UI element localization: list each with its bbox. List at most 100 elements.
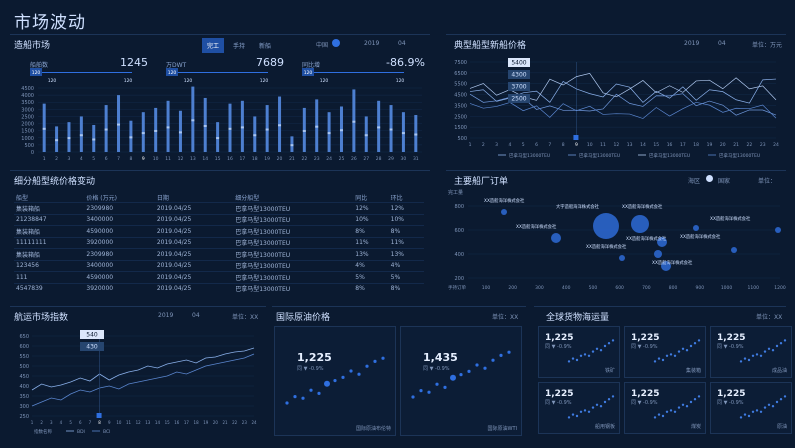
y-tick-label: 2500 <box>454 114 467 120</box>
cursor-handle <box>573 135 579 140</box>
cargo-card[interactable]: 1,225 同 ▼ -0.9% 集装箱 <box>624 326 706 378</box>
oil-card-wti[interactable]: 1,435 同 ▼ -0.9% 国际原油WTI <box>400 326 522 436</box>
x-tick-label: 8 <box>129 156 132 162</box>
cargo-card[interactable]: 1,225 同 ▼ -0.9% 原油 <box>710 382 792 434</box>
table-row[interactable]: 4547839 3920000 2019.04/25 巴拿马型13000TEU 8% 8% <box>14 282 424 294</box>
bubble-label: XX造船海洋株式会社 <box>652 259 693 266</box>
bar-marker <box>216 137 220 140</box>
bar-marker <box>129 136 133 139</box>
data-point <box>755 409 759 412</box>
marker-label: 120 <box>124 78 133 84</box>
data-point <box>575 358 579 362</box>
x-tick-label: 4 <box>60 420 63 425</box>
cargo-card-value: 1,225 <box>717 389 746 399</box>
data-point <box>587 354 591 357</box>
y-tick-label: 3500 <box>21 100 34 106</box>
data-point <box>689 344 693 348</box>
newbuild-year-select[interactable]: 2019 <box>684 40 700 47</box>
marker-label: 120 <box>320 78 329 84</box>
table-row[interactable]: 11111111 3920000 2019.04/25 巴拿马型13000TEU 11%… <box>14 236 424 249</box>
x-tick-label: 1200 <box>774 285 786 291</box>
oil-card-brent[interactable]: 1,225 同 ▼ -0.9% 国际原油布伦特 <box>274 326 396 436</box>
month-select[interactable]: 04 <box>398 40 406 47</box>
bar-marker <box>104 128 108 131</box>
newbuild-unit: 单位：万元 <box>752 42 783 49</box>
series-line <box>469 78 777 104</box>
x-tick-label: 20 <box>213 420 219 425</box>
table-row[interactable]: 21238847 3400000 2019.04/25 巴拿马型13000TEU 10%… <box>14 213 424 226</box>
marker-line <box>32 72 132 73</box>
tab-holding[interactable]: 手持 <box>233 43 246 50</box>
cargo-card[interactable]: 1,225 同 ▼ -0.9% 船用钢板 <box>538 382 620 434</box>
index-year-select[interactable]: 2019 <box>158 312 174 319</box>
orders-chart: 完工量 800 600 400 200 手持订单 100 200 300 400 500 600 700… <box>448 189 786 291</box>
table-row[interactable]: 集装箱船 2309980 2019.04/25 巴拿马型13000TEU 13% 13% <box>14 248 424 260</box>
tooltip-box <box>508 94 530 103</box>
bar-marker <box>203 124 207 127</box>
newbuild-month-select[interactable]: 04 <box>718 40 726 47</box>
table-row[interactable]: 123456 3400000 2019.04/25 巴拿马型13000TEU 4% 4% <box>14 259 424 272</box>
data-point <box>779 342 783 345</box>
orders-toggle-icon[interactable] <box>706 175 713 182</box>
table-cell: 2309980 <box>84 248 155 260</box>
table-row[interactable]: 集装箱船 2309980 2019.04/25 巴拿马型13000TEU 12% 12% <box>14 202 424 214</box>
x-tick-label: 6 <box>105 156 108 162</box>
data-point <box>607 342 611 345</box>
orders-filter[interactable]: 海区 <box>688 178 701 185</box>
bar-marker <box>414 133 418 136</box>
data-point <box>427 390 431 394</box>
data-point <box>755 353 759 356</box>
newbuild-panel <box>446 34 786 165</box>
table-row[interactable]: 111 4590000 2019.04/25 巴拿马型13000TEU 5% 5% <box>14 271 424 283</box>
table-cell: 2019.04/25 <box>154 202 234 214</box>
data-point <box>657 413 661 416</box>
table-cell: 8% <box>388 225 424 237</box>
marker-line <box>168 72 268 73</box>
data-point <box>685 405 689 408</box>
x-tick-label: 200 <box>508 285 517 291</box>
cargo-sparkline <box>653 339 701 363</box>
table-cell: 10% <box>388 213 424 226</box>
data-point <box>591 350 595 353</box>
y-tick-label: 450 <box>19 374 29 380</box>
data-point <box>677 406 681 409</box>
bubble <box>551 233 561 243</box>
cargo-card-name: 铁矿 <box>604 368 615 374</box>
column-header[interactable]: 同比 <box>355 194 368 202</box>
orders-toggle[interactable]: 国家 <box>718 178 731 185</box>
x-tick-label: 10 <box>587 142 593 148</box>
column-header[interactable]: 细分船型 <box>235 194 260 202</box>
tab-completed[interactable]: 完工 <box>202 38 225 53</box>
data-point <box>657 357 661 360</box>
data-point <box>783 395 787 398</box>
x-tick-label: 9 <box>575 142 578 148</box>
x-tick-label: 7 <box>117 156 120 162</box>
year-select[interactable]: 2019 <box>364 40 380 47</box>
cargo-sparkline <box>739 395 787 419</box>
data-point <box>743 357 747 360</box>
cargo-card[interactable]: 1,225 同 ▼ -0.9% 煤炭 <box>624 382 706 434</box>
region-filter[interactable]: 中国 <box>316 42 329 49</box>
legend-label: 巴拿马型13000TEU <box>649 152 690 159</box>
bubble-label: XX造船海洋株式会社 <box>484 197 525 204</box>
column-header[interactable]: 环比 <box>390 194 403 202</box>
column-header[interactable]: 船型 <box>16 194 29 202</box>
cargo-title: 全球货物海运量 <box>546 313 610 323</box>
cargo-card-name: 煤炭 <box>690 424 701 430</box>
data-point <box>595 347 599 350</box>
bar-marker <box>265 128 269 131</box>
cargo-card[interactable]: 1,225 同 ▼ -0.9% 成品油 <box>710 326 792 378</box>
column-header[interactable]: 日期 <box>156 194 169 202</box>
x-tick-label: 19 <box>707 142 713 148</box>
x-tick-label: 22 <box>232 420 238 425</box>
x-tick-label: 10 <box>153 156 159 162</box>
marker-label: 120 <box>168 70 177 76</box>
table-row[interactable]: 集装箱船 4590000 2019.04/25 巴拿马型13000TEU 8% 8% <box>14 225 424 237</box>
oil-unit: 单位：XX <box>492 314 519 321</box>
tab-newship[interactable]: 新船 <box>259 43 272 50</box>
index-month-select[interactable]: 04 <box>192 312 200 319</box>
cargo-card[interactable]: 1,225 同 ▼ -0.9% 铁矿 <box>538 326 620 378</box>
column-header[interactable]: 价格 (万元) <box>86 194 117 202</box>
toggle-knob-icon[interactable] <box>332 39 340 47</box>
x-tick-label: 23 <box>760 142 766 148</box>
